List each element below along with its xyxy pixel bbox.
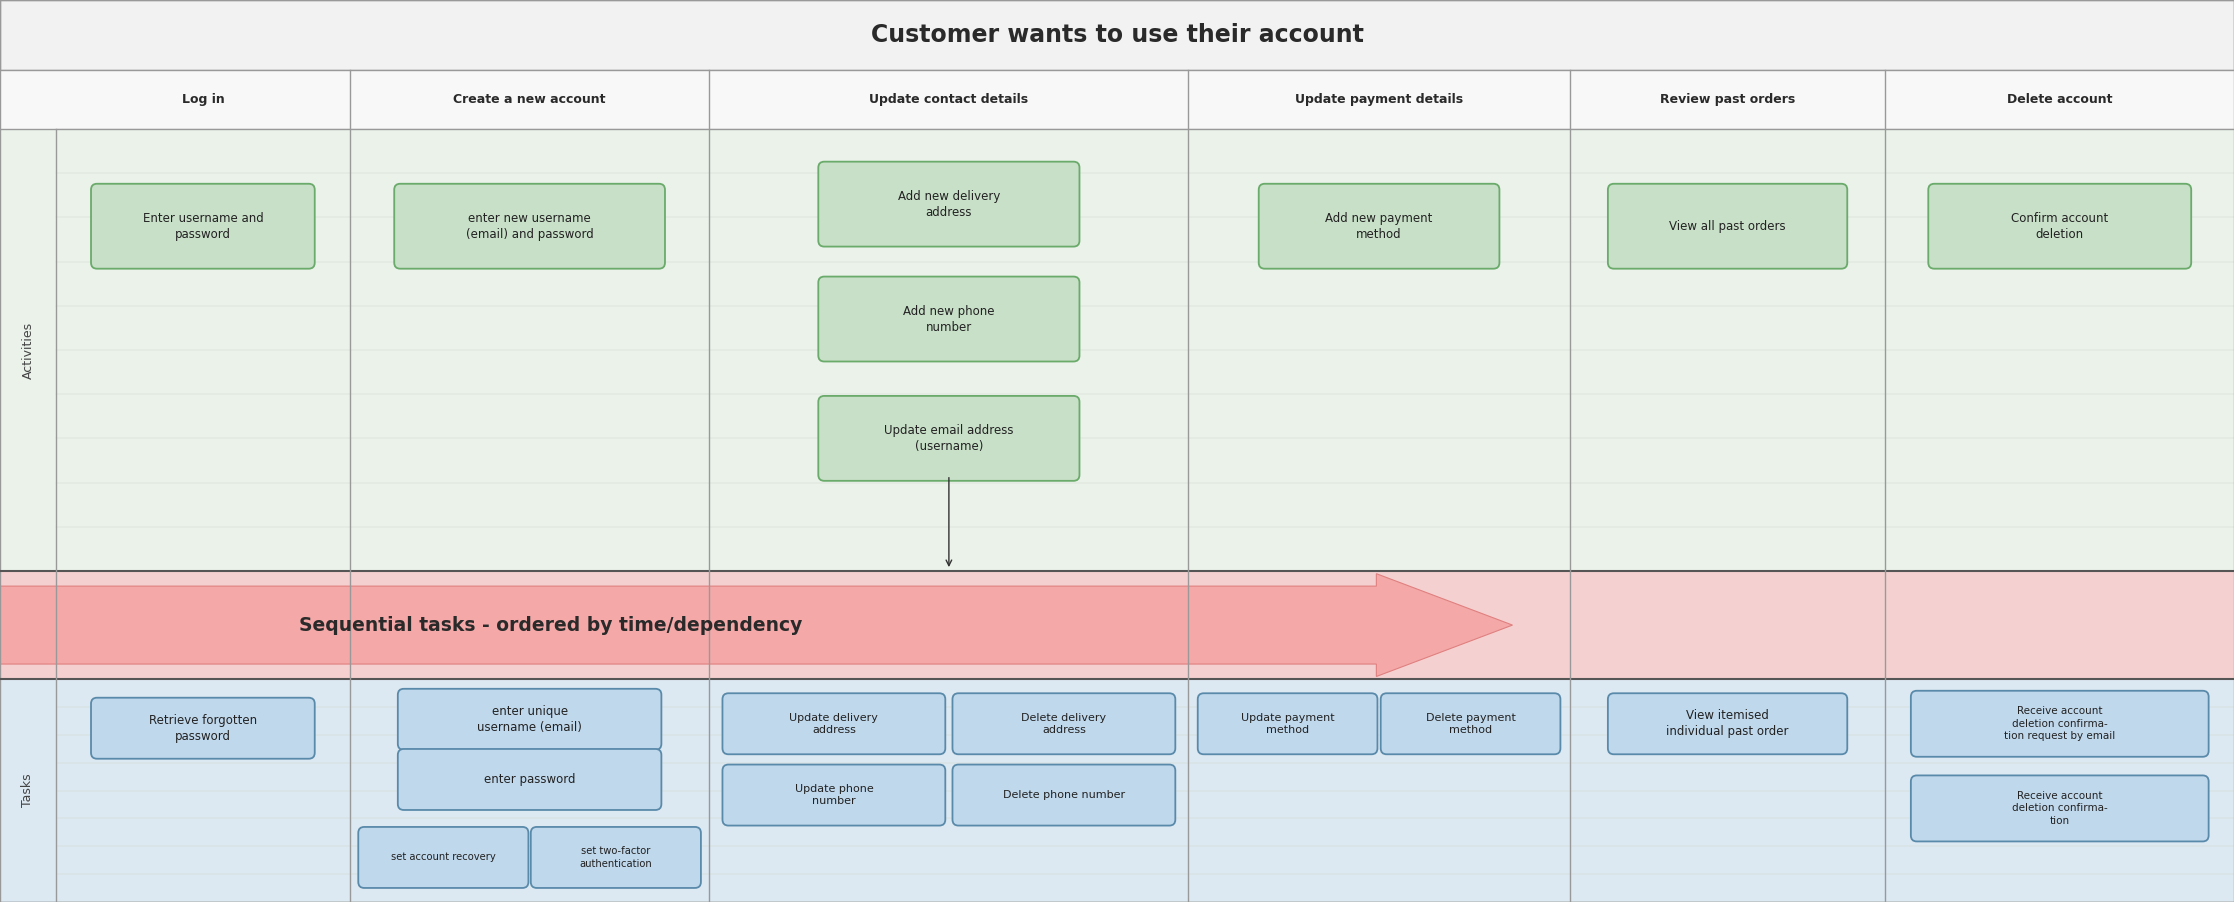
FancyBboxPatch shape <box>0 571 2234 679</box>
FancyBboxPatch shape <box>92 184 315 269</box>
Text: Update payment
method: Update payment method <box>1240 713 1334 735</box>
Text: enter unique
username (email): enter unique username (email) <box>478 704 583 734</box>
FancyBboxPatch shape <box>1910 776 2209 842</box>
Text: Update delivery
address: Update delivery address <box>789 713 878 735</box>
FancyBboxPatch shape <box>722 765 945 825</box>
Text: Add new delivery
address: Add new delivery address <box>898 189 1001 218</box>
Text: Activities: Activities <box>22 321 34 379</box>
Text: Delete delivery
address: Delete delivery address <box>1021 713 1106 735</box>
FancyBboxPatch shape <box>1381 694 1559 754</box>
Text: Confirm account
deletion: Confirm account deletion <box>2011 212 2109 241</box>
Text: Retrieve forgotten
password: Retrieve forgotten password <box>150 713 257 742</box>
FancyBboxPatch shape <box>818 161 1079 246</box>
Text: Delete account: Delete account <box>2006 93 2113 106</box>
Text: Review past orders: Review past orders <box>1660 93 1796 106</box>
Text: set account recovery: set account recovery <box>391 852 496 862</box>
FancyBboxPatch shape <box>0 679 2234 902</box>
Text: Update email address
(username): Update email address (username) <box>885 424 1014 453</box>
FancyBboxPatch shape <box>393 184 666 269</box>
FancyBboxPatch shape <box>357 827 529 888</box>
Text: Sequential tasks - ordered by time/dependency: Sequential tasks - ordered by time/depen… <box>299 615 802 635</box>
Polygon shape <box>0 574 1512 676</box>
FancyBboxPatch shape <box>818 396 1079 481</box>
FancyBboxPatch shape <box>1608 694 1848 754</box>
Text: Update phone
number: Update phone number <box>795 784 873 806</box>
Text: Delete phone number: Delete phone number <box>1003 790 1126 800</box>
Text: Customer wants to use their account: Customer wants to use their account <box>871 23 1363 47</box>
FancyBboxPatch shape <box>1928 184 2192 269</box>
FancyBboxPatch shape <box>722 694 945 754</box>
Text: Update contact details: Update contact details <box>869 93 1028 106</box>
FancyBboxPatch shape <box>1197 694 1378 754</box>
Text: Tasks: Tasks <box>22 774 34 807</box>
FancyBboxPatch shape <box>532 827 701 888</box>
FancyBboxPatch shape <box>0 0 2234 70</box>
Text: Log in: Log in <box>181 93 223 106</box>
Text: enter new username
(email) and password: enter new username (email) and password <box>465 212 594 241</box>
Text: Receive account
deletion confirma-
tion request by email: Receive account deletion confirma- tion … <box>2004 706 2116 741</box>
FancyBboxPatch shape <box>1258 184 1499 269</box>
Text: Receive account
deletion confirma-
tion: Receive account deletion confirma- tion <box>2013 791 2107 826</box>
Text: set two-factor
authentication: set two-factor authentication <box>579 846 652 869</box>
FancyBboxPatch shape <box>1608 184 1848 269</box>
FancyBboxPatch shape <box>0 129 2234 571</box>
FancyBboxPatch shape <box>952 694 1175 754</box>
Text: Enter username and
password: Enter username and password <box>143 212 264 241</box>
FancyBboxPatch shape <box>818 277 1079 362</box>
Text: Add new payment
method: Add new payment method <box>1325 212 1432 241</box>
FancyBboxPatch shape <box>0 70 2234 129</box>
FancyBboxPatch shape <box>92 698 315 759</box>
Text: Add new phone
number: Add new phone number <box>903 305 994 334</box>
Text: Update payment details: Update payment details <box>1296 93 1463 106</box>
Text: View itemised
individual past order: View itemised individual past order <box>1667 709 1789 738</box>
Text: Delete payment
method: Delete payment method <box>1425 713 1515 735</box>
FancyBboxPatch shape <box>952 765 1175 825</box>
Text: View all past orders: View all past orders <box>1669 220 1785 233</box>
FancyBboxPatch shape <box>1910 691 2209 757</box>
Text: Create a new account: Create a new account <box>454 93 605 106</box>
FancyBboxPatch shape <box>398 749 661 810</box>
Text: enter password: enter password <box>485 773 576 786</box>
FancyBboxPatch shape <box>398 689 661 750</box>
